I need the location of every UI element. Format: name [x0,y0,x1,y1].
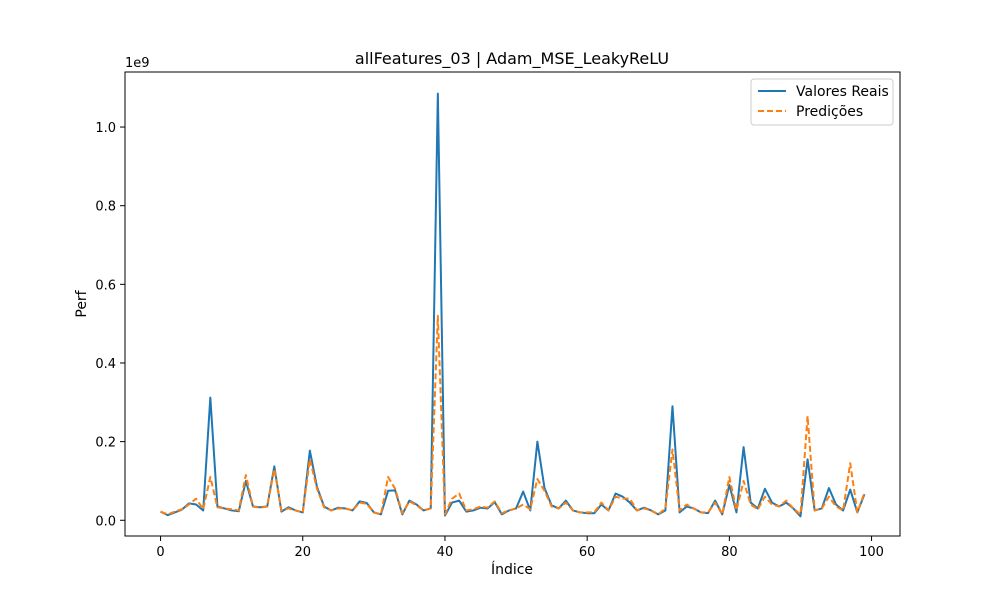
x-tick-label: 40 [437,545,454,560]
legend: Valores Reais Predições [750,78,894,126]
y-tick-label: 1.0 [95,121,116,136]
y-offset-label: 1e9 [125,56,150,71]
x-tick-label: 0 [156,545,164,560]
x-tick-label: 100 [859,545,884,560]
legend-label-real: Valores Reais [796,84,889,100]
x-axis-label: Índice [491,561,533,578]
legend-label-pred: Predições [796,104,863,120]
legend-box [750,78,894,126]
x-tick-label: 80 [721,545,738,560]
chart-title: allFeatures_03 | Adam_MSE_LeakyReLU [355,49,669,69]
plot-area [124,71,901,537]
series-layer [160,92,866,518]
y-tick-label: 0.8 [95,200,116,215]
x-axis-ticks: 0 20 40 60 80 100 [156,536,884,560]
y-axis-label: Perf [74,289,90,317]
y-axis-ticks: 0.0 0.2 0.4 0.6 0.8 1.0 [95,121,125,529]
y-tick-label: 0.6 [95,278,116,293]
y-tick-label: 0.2 [95,436,116,451]
x-tick-label: 60 [579,545,596,560]
y-tick-label: 0.0 [95,514,116,529]
y-tick-label: 0.4 [95,357,116,372]
x-tick-label: 20 [294,545,311,560]
series-line-pred [160,314,866,516]
